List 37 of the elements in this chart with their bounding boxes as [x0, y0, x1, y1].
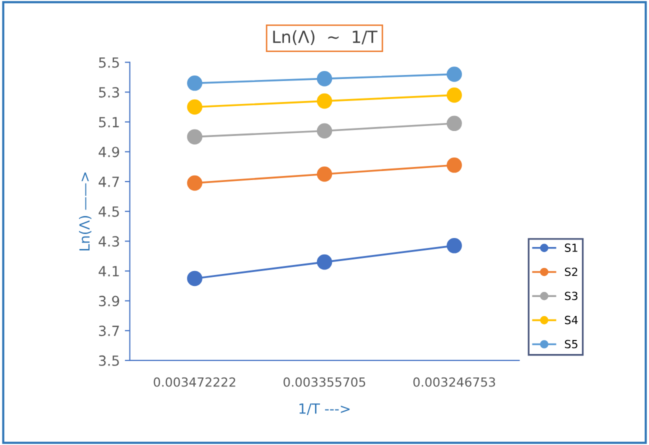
x-tick-label: 0.003472222	[154, 377, 236, 387]
point	[446, 87, 462, 103]
y-tick-label: 4.7	[98, 176, 119, 187]
point	[187, 129, 202, 144]
point	[316, 93, 332, 109]
y-tick-label: 5.1	[99, 117, 119, 128]
point	[187, 99, 202, 115]
point	[316, 123, 332, 139]
legend-label: S4	[564, 316, 578, 324]
point	[187, 76, 202, 91]
y-tick-label: 3.9	[99, 296, 120, 306]
y-tick-label: 3.5	[99, 355, 119, 366]
y-tick-label: 5.5	[99, 57, 119, 68]
y-tick-label: 4.1	[98, 266, 119, 276]
y-tick-label: 4.3	[98, 236, 119, 247]
point	[187, 175, 202, 191]
legend-label: S5	[564, 340, 578, 348]
legend-label: S2	[564, 268, 578, 276]
x-tick-label: 0.003246753	[413, 377, 496, 387]
x-axis-title: 1/T --->	[299, 404, 350, 415]
y-tick-label: 3.7	[99, 326, 119, 336]
y-tick-label: 5.3	[99, 87, 119, 98]
y-axis-title: Ln(Λ) ——>	[79, 172, 92, 250]
chart-title: Ln(Λ) ~ 1/T	[273, 30, 378, 46]
y-tick-label: 4.5	[98, 206, 119, 217]
point	[316, 166, 332, 182]
point	[187, 270, 202, 286]
legend-label: S3	[564, 292, 578, 300]
legend-label: S1	[564, 244, 578, 252]
y-tick-label: 4.9	[98, 146, 120, 158]
point	[316, 254, 332, 270]
x-tick-label: 0.003355705	[284, 377, 366, 387]
point	[446, 238, 462, 254]
point	[446, 116, 462, 132]
point	[446, 158, 462, 173]
point	[316, 71, 332, 86]
point	[446, 66, 462, 82]
